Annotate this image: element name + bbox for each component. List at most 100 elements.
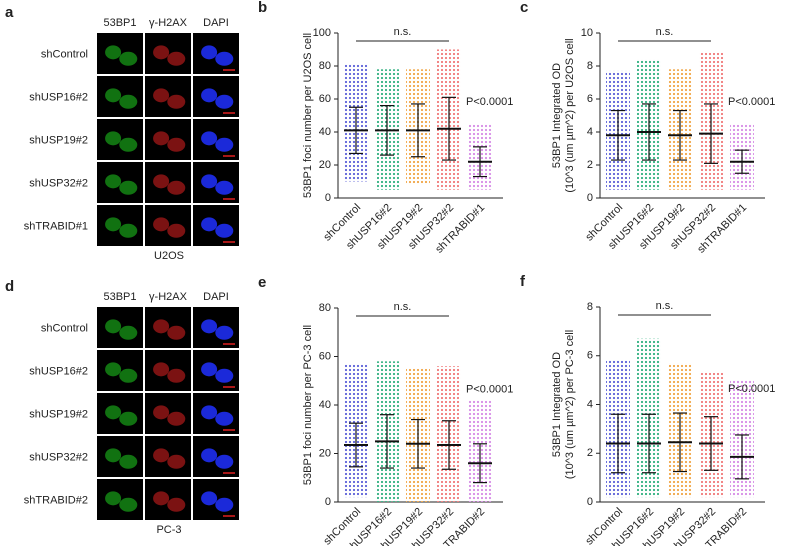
column-header: 53BP1 — [103, 17, 136, 29]
nucleus — [119, 325, 138, 340]
nucleus — [119, 94, 138, 109]
nucleus — [153, 88, 170, 103]
y-tick-label: 80 — [319, 302, 331, 314]
p-value: P<0.0001 — [466, 383, 513, 395]
y-tick-label: 4 — [587, 398, 593, 410]
caption: PC-3 — [156, 524, 181, 536]
column-header: DAPI — [203, 291, 229, 303]
nucleus — [201, 491, 218, 506]
nucleus — [105, 362, 122, 377]
nucleus — [105, 88, 122, 103]
bracket-label: n.s. — [656, 300, 674, 312]
nucleus — [201, 448, 218, 463]
nucleus — [215, 94, 234, 109]
nucleus — [215, 223, 234, 238]
y-tick-label: 20 — [319, 159, 331, 171]
y-tick-label: 8 — [587, 60, 593, 72]
y-axis-label: 53BP1 foci number per U2OS cell — [302, 33, 314, 198]
nucleus — [201, 362, 218, 377]
nucleus — [153, 217, 170, 232]
nucleus — [201, 45, 218, 60]
y-tick-label: 60 — [319, 350, 331, 362]
row-label: shUSP16#2 — [29, 365, 88, 377]
row-label: shTRABID#2 — [24, 494, 88, 506]
row-label: shUSP19#2 — [29, 408, 88, 420]
panel-letter: f — [520, 273, 526, 290]
y-tick-label: 80 — [319, 60, 331, 72]
nucleus — [119, 51, 138, 66]
y-axis-label: (10^3 (um µm^2) per U2OS cell — [564, 38, 576, 192]
nucleus — [167, 94, 186, 109]
nucleus — [119, 454, 138, 469]
y-tick-label: 6 — [587, 93, 593, 105]
panel-letter: b — [258, 0, 267, 16]
nucleus — [167, 180, 186, 195]
nucleus — [105, 174, 122, 189]
row-label: shUSP32#2 — [29, 177, 88, 189]
p-value: P<0.0001 — [728, 383, 775, 395]
nucleus — [119, 223, 138, 238]
y-tick-label: 6 — [587, 350, 593, 362]
y-axis-label: 53BP1 foci number per PC-3 cell — [302, 325, 314, 485]
bracket-label: n.s. — [394, 26, 412, 38]
nucleus — [153, 45, 170, 60]
p-value: P<0.0001 — [466, 96, 513, 108]
nucleus — [167, 51, 186, 66]
nucleus — [167, 223, 186, 238]
column-header: γ-H2AX — [149, 17, 188, 29]
y-tick-label: 40 — [319, 399, 331, 411]
nucleus — [119, 497, 138, 512]
nucleus — [215, 180, 234, 195]
nucleus — [119, 411, 138, 426]
column-header: γ-H2AX — [149, 291, 188, 303]
row-label: shUSP19#2 — [29, 134, 88, 146]
nucleus — [215, 368, 234, 383]
nucleus — [105, 448, 122, 463]
y-tick-label: 0 — [325, 192, 331, 204]
nucleus — [105, 319, 122, 334]
nucleus — [167, 497, 186, 512]
bracket-label: n.s. — [394, 301, 412, 313]
nucleus — [119, 368, 138, 383]
nucleus — [153, 131, 170, 146]
y-tick-label: 100 — [313, 27, 331, 39]
nucleus — [201, 319, 218, 334]
y-tick-label: 10 — [581, 27, 593, 39]
nucleus — [215, 497, 234, 512]
p-value: P<0.0001 — [728, 96, 775, 108]
nucleus — [201, 88, 218, 103]
y-axis-label: 53BP1 Integrated OD — [551, 63, 563, 168]
bracket-label: n.s. — [656, 26, 674, 38]
nucleus — [105, 131, 122, 146]
nucleus — [167, 454, 186, 469]
nucleus — [167, 137, 186, 152]
panel-letter: a — [5, 4, 14, 21]
nucleus — [105, 405, 122, 420]
nucleus — [215, 411, 234, 426]
nucleus — [167, 411, 186, 426]
row-label: shUSP32#2 — [29, 451, 88, 463]
nucleus — [201, 131, 218, 146]
nucleus — [215, 325, 234, 340]
y-tick-label: 0 — [587, 192, 593, 204]
y-tick-label: 2 — [587, 159, 593, 171]
panel-letter: e — [258, 274, 266, 291]
row-label: shControl — [41, 322, 88, 334]
panel-letter: d — [5, 278, 14, 295]
nucleus — [201, 405, 218, 420]
nucleus — [201, 174, 218, 189]
nucleus — [153, 448, 170, 463]
row-label: shUSP16#2 — [29, 91, 88, 103]
caption: U2OS — [154, 250, 184, 262]
y-tick-label: 0 — [587, 496, 593, 508]
panel-letter: c — [520, 0, 528, 16]
y-tick-label: 8 — [587, 301, 593, 313]
nucleus — [119, 137, 138, 152]
nucleus — [215, 137, 234, 152]
nucleus — [105, 217, 122, 232]
nucleus — [105, 45, 122, 60]
y-tick-label: 2 — [587, 447, 593, 459]
nucleus — [105, 491, 122, 506]
nucleus — [215, 454, 234, 469]
y-tick-label: 0 — [325, 496, 331, 508]
